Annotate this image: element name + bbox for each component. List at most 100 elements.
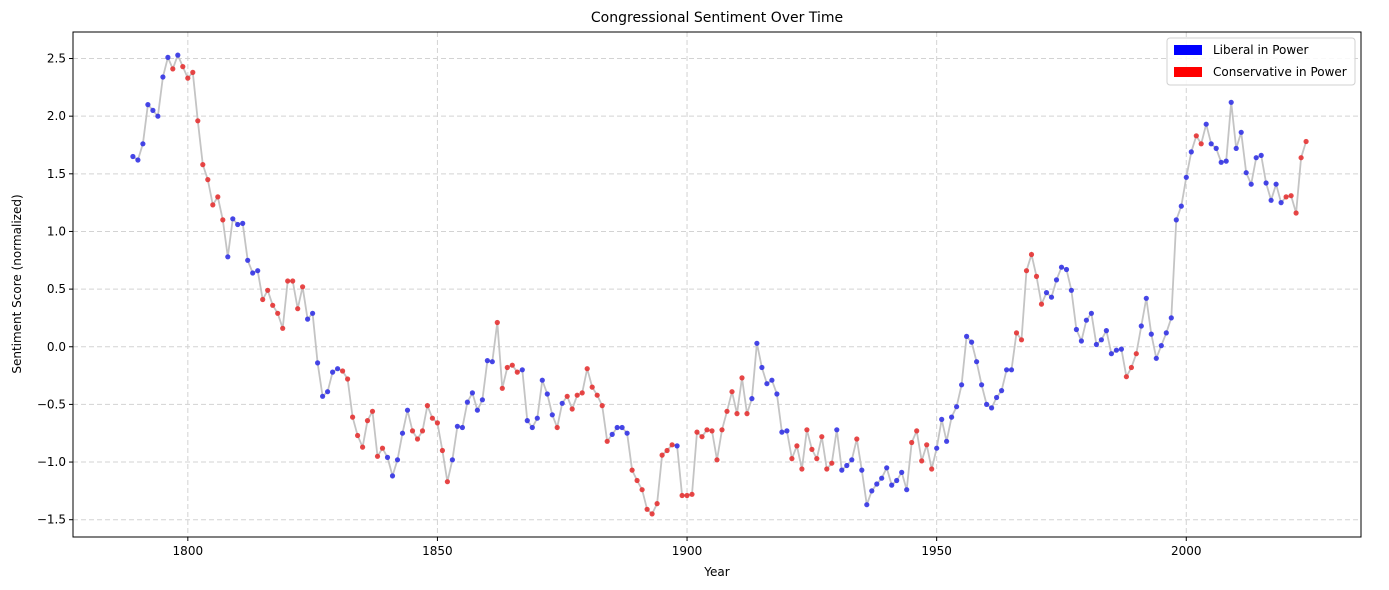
point-conservative [709, 428, 715, 434]
y-tick-label: 1.5 [47, 167, 66, 181]
point-liberal [1143, 295, 1149, 301]
point-liberal [484, 358, 490, 364]
point-liberal [1058, 264, 1065, 270]
point-conservative [220, 217, 226, 223]
point-conservative [509, 362, 515, 368]
point-conservative [185, 75, 191, 81]
point-liberal [759, 364, 765, 371]
chart-title: Congressional Sentiment Over Time [591, 10, 843, 26]
point-liberal [1183, 174, 1189, 180]
point-conservative [584, 366, 590, 372]
point-liberal [1153, 355, 1159, 361]
point-conservative [679, 492, 685, 499]
point-liberal [1078, 338, 1084, 344]
point-conservative [699, 434, 705, 440]
point-liberal [1213, 145, 1219, 151]
point-liberal [904, 487, 910, 493]
y-tick-label: −0.5 [37, 397, 66, 411]
x-axis-title: Year [703, 565, 729, 579]
point-liberal [1253, 155, 1259, 161]
legend-label-liberal: Liberal in Power [1213, 43, 1309, 57]
grid [73, 32, 1361, 537]
point-conservative [409, 428, 416, 434]
point-liberal [949, 414, 955, 420]
point-conservative [414, 436, 421, 442]
point-conservative [789, 456, 795, 462]
point-liberal [1268, 197, 1274, 203]
point-liberal [479, 397, 485, 403]
point-liberal [889, 482, 895, 488]
point-liberal [1053, 277, 1060, 283]
point-liberal [519, 367, 525, 373]
point-liberal [1168, 315, 1174, 321]
point-conservative [564, 393, 570, 399]
point-conservative [634, 477, 640, 484]
point-liberal [754, 340, 760, 346]
point-conservative [799, 466, 805, 472]
point-liberal [1063, 266, 1070, 273]
point-liberal [140, 141, 146, 147]
point-liberal [1163, 330, 1169, 336]
point-liberal [305, 316, 311, 322]
point-liberal [614, 424, 620, 431]
x-tick-label: 1900 [672, 544, 703, 558]
point-conservative [919, 458, 925, 464]
data-points [130, 52, 1309, 517]
point-liberal [1088, 310, 1094, 316]
point-liberal [1073, 326, 1079, 333]
point-conservative [794, 443, 800, 449]
point-conservative [345, 376, 351, 382]
point-liberal [999, 388, 1005, 394]
point-liberal [534, 415, 540, 421]
point-liberal [235, 221, 241, 228]
point-conservative [434, 420, 440, 426]
point-conservative [594, 392, 600, 398]
point-liberal [1108, 351, 1114, 357]
point-conservative [494, 319, 500, 326]
point-liberal [1238, 129, 1244, 135]
point-liberal [325, 389, 331, 395]
point-liberal [969, 339, 975, 345]
point-liberal [879, 475, 885, 481]
point-liberal [1273, 181, 1279, 187]
point-conservative [694, 429, 700, 435]
point-conservative [714, 457, 720, 463]
x-tick-label: 2000 [1171, 544, 1202, 558]
point-liberal [899, 469, 905, 475]
point-liberal [1148, 331, 1154, 337]
point-liberal [1093, 341, 1099, 348]
point-liberal [619, 424, 625, 431]
point-liberal [230, 216, 236, 222]
point-conservative [734, 411, 740, 417]
point-liberal [984, 401, 990, 407]
point-conservative [1128, 364, 1134, 371]
y-tick-label: −1.0 [37, 455, 66, 469]
point-conservative [295, 306, 301, 312]
point-conservative [599, 403, 605, 409]
point-conservative [829, 460, 835, 466]
point-liberal [245, 257, 251, 263]
point-conservative [729, 389, 735, 395]
y-tick-label: 2.5 [47, 52, 66, 66]
point-liberal [979, 382, 985, 388]
point-conservative [704, 427, 710, 433]
x-tick-label: 1850 [422, 544, 453, 558]
plot-frame [72, 31, 1362, 538]
point-liberal [155, 113, 161, 119]
point-liberal [250, 270, 256, 276]
point-conservative [1013, 330, 1020, 336]
point-conservative [374, 453, 381, 459]
point-liberal [934, 445, 940, 451]
point-liberal [394, 457, 401, 463]
point-liberal [135, 157, 141, 163]
point-liberal [449, 457, 455, 463]
point-liberal [1248, 181, 1254, 187]
point-conservative [1283, 194, 1289, 200]
point-conservative [669, 442, 675, 448]
point-liberal [320, 393, 326, 399]
y-tick-label: 2.0 [47, 109, 66, 123]
point-conservative [854, 436, 860, 442]
point-liberal [225, 254, 231, 260]
point-conservative [200, 162, 206, 168]
point-conservative [429, 415, 435, 421]
